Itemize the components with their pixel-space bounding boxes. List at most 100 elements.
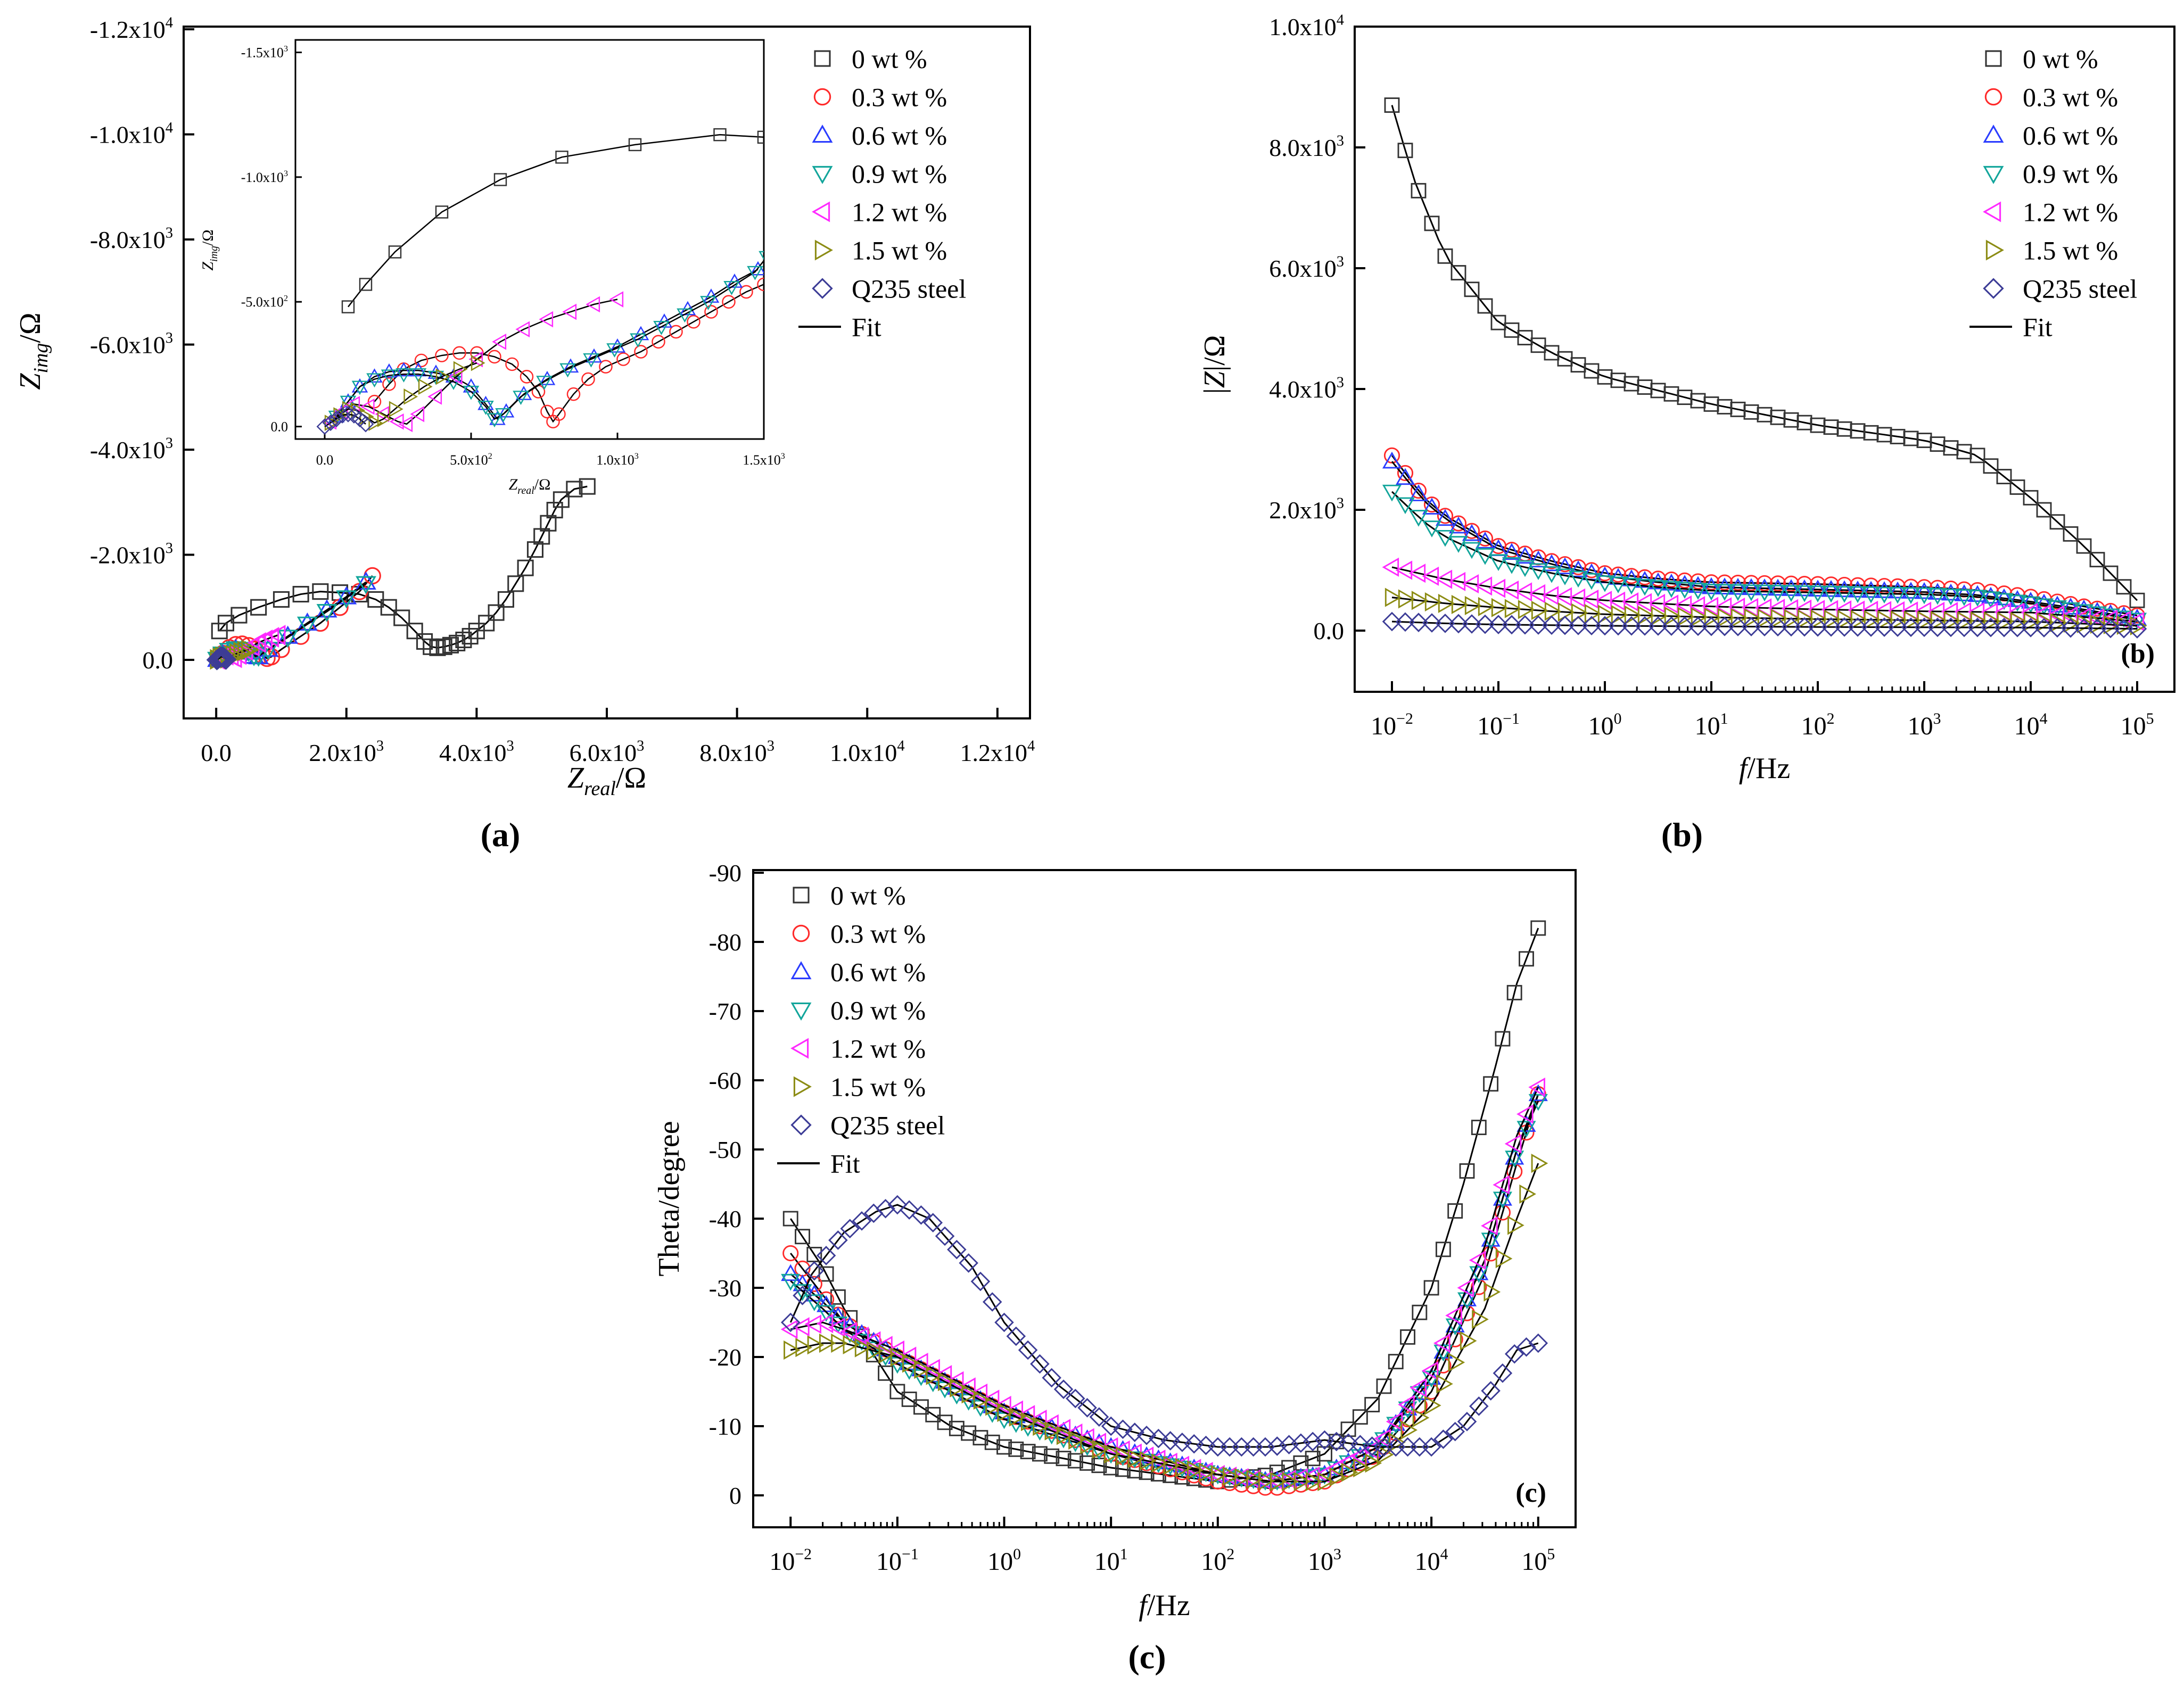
data-point [1848, 617, 1868, 637]
data-point [336, 590, 357, 609]
data-point [1581, 616, 1602, 635]
data-point [1435, 1242, 1451, 1257]
legend-marker-triangle-left [790, 1038, 809, 1059]
data-point [1477, 530, 1494, 547]
data-point [804, 1314, 821, 1334]
data-point [406, 623, 423, 640]
inset-data-point [435, 349, 449, 362]
data-point [1794, 585, 1815, 602]
data-point [1688, 576, 1708, 593]
inset-data-point [757, 277, 764, 292]
legend-label: Q235 steel [830, 1111, 945, 1140]
data-point [1116, 1446, 1133, 1466]
data-point [1450, 515, 1467, 532]
data-point [1362, 1440, 1382, 1457]
data-point [1754, 578, 1775, 595]
data-point [1768, 585, 1788, 602]
data-point [1941, 583, 1961, 601]
legend-label: Fit [2023, 312, 2053, 342]
y-tick-label: 0.0 [1314, 617, 1345, 644]
data-point [215, 649, 237, 670]
data-point [2023, 611, 2041, 632]
data-point [1030, 1354, 1050, 1374]
data-point [1515, 547, 1535, 564]
inset-data-point [757, 130, 764, 144]
x-tick-label: 6.0x103 [570, 738, 645, 766]
data-point [1127, 1449, 1145, 1468]
fit-line [790, 1094, 1539, 1490]
data-point [1475, 614, 1495, 634]
data-point [1469, 1266, 1489, 1284]
data-point [2007, 590, 2028, 607]
data-point [1901, 617, 1921, 637]
data-point [1517, 1121, 1536, 1138]
data-point [852, 1211, 872, 1231]
x-tick-label: 100 [1588, 710, 1622, 740]
data-point [1504, 1344, 1524, 1364]
inset-data-point [493, 173, 507, 186]
data-point [1423, 1280, 1439, 1296]
data-point [1469, 1250, 1486, 1270]
inset-data-point [616, 352, 630, 366]
data-point [795, 1229, 810, 1245]
y-tick-label: -60 [709, 1067, 741, 1094]
data-point [1528, 1084, 1548, 1102]
data-point [1981, 591, 2001, 609]
data-point [1384, 588, 1402, 607]
plot-area [780, 920, 1548, 1496]
data-point [1079, 1455, 1095, 1471]
data-point [1581, 573, 1602, 590]
data-point [533, 528, 550, 545]
data-point [1741, 617, 1761, 636]
data-point [526, 541, 544, 558]
data-point [1172, 1433, 1192, 1452]
y-tick-label: -50 [709, 1136, 741, 1163]
data-point [1433, 1429, 1453, 1449]
data-point [1834, 580, 1855, 598]
data-point [2127, 619, 2147, 639]
data-point [1689, 573, 1707, 590]
data-point [899, 1200, 919, 1220]
x-tick-label: 105 [2121, 710, 2154, 740]
data-point [1412, 1408, 1430, 1428]
inset-data-point [652, 335, 665, 349]
data-point [1930, 610, 1948, 631]
inset-data-point [700, 296, 716, 310]
data-point [828, 1230, 848, 1250]
data-point [1517, 1337, 1536, 1357]
data-point [867, 1341, 884, 1361]
data-point [1530, 920, 1546, 936]
data-point [250, 599, 267, 616]
inset-data-point [515, 321, 530, 338]
legend-marker-square [1985, 50, 2002, 67]
data-point [1386, 1414, 1406, 1431]
data-point [1412, 1304, 1428, 1320]
y-tick-label: 0 [729, 1482, 741, 1509]
inset-data-point [381, 369, 398, 384]
x-tick-label: 10−2 [1371, 710, 1413, 740]
data-point [1448, 1353, 1465, 1372]
inset-data-point [606, 343, 623, 358]
data-point [1338, 1455, 1358, 1472]
data-point [1018, 1405, 1035, 1425]
data-point [1623, 568, 1640, 584]
data-point [1555, 568, 1575, 585]
data-point [2037, 612, 2054, 632]
legend-label: 0.6 wt % [830, 957, 926, 987]
data-point [1996, 469, 2012, 485]
data-point [1515, 560, 1535, 577]
inset-data-point [410, 406, 425, 423]
data-point [926, 1366, 943, 1385]
data-point [949, 1420, 965, 1436]
data-point [1703, 574, 1720, 591]
data-point [2087, 606, 2107, 624]
data-point [1635, 578, 1655, 596]
data-point [1397, 143, 1413, 159]
data-point [1053, 1419, 1071, 1438]
data-point [1433, 1333, 1450, 1353]
inset-data-point [723, 280, 740, 295]
inset-data-point [341, 300, 355, 313]
data-point [2036, 502, 2052, 518]
panel-label-c: (c) [1128, 1638, 1166, 1676]
data-point [852, 1326, 869, 1346]
